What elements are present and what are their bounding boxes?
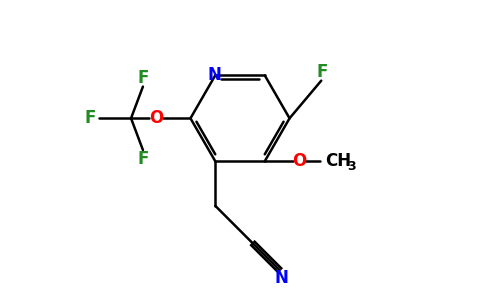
Text: F: F (85, 109, 96, 127)
Text: F: F (137, 150, 149, 168)
Text: O: O (149, 109, 163, 127)
Text: 3: 3 (348, 160, 356, 173)
Text: N: N (207, 66, 221, 84)
Text: CH: CH (325, 152, 351, 170)
Text: F: F (137, 69, 149, 87)
Text: O: O (292, 152, 306, 170)
Text: N: N (274, 269, 288, 287)
Text: F: F (317, 63, 328, 81)
